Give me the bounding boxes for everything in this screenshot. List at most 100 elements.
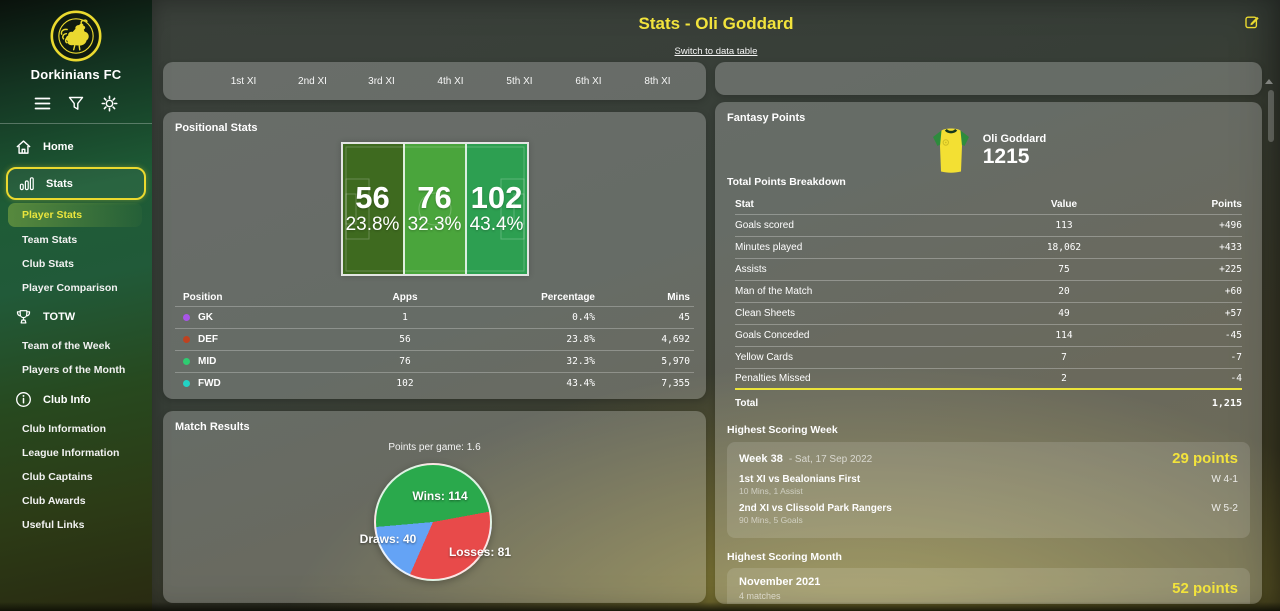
stat-points: -45 [1224, 330, 1242, 341]
apps-value: 102 [396, 378, 414, 389]
breakdown-header: Stat Value Points [735, 194, 1242, 214]
results-pie-chart [374, 463, 492, 581]
percentage-value: 0.4% [572, 312, 595, 323]
stat-points: +225 [1219, 264, 1242, 275]
apps-value: 1 [402, 312, 408, 323]
total-value: 1,215 [1211, 397, 1242, 409]
sidebar-item-club-stats[interactable]: Club Stats [22, 258, 74, 270]
team-tab-bar: 1st XI 2nd XI 3rd XI 4th XI 5th XI 6th X… [163, 62, 706, 100]
sidebar-item-label: Home [43, 141, 74, 153]
stat-value: 18,062 [1046, 242, 1082, 253]
table-row-fwd: FWD 102 43.4% 7,355 [175, 372, 694, 394]
player-summary: Oli Goddard 1215 [715, 128, 1262, 174]
info-icon [16, 392, 31, 407]
stat-points: +433 [1219, 242, 1242, 253]
stat-label: Minutes played [735, 242, 803, 253]
fwd-color-dot [183, 380, 190, 387]
sidebar-divider [0, 123, 152, 124]
third-apps-count: 76 [417, 179, 452, 215]
apps-value: 56 [399, 334, 411, 345]
sidebar-item-label: TOTW [43, 311, 76, 323]
edit-icon[interactable] [1245, 14, 1260, 29]
menu-icon[interactable] [34, 96, 51, 111]
stat-label: Man of the Match [735, 286, 813, 297]
third-apps-count: 56 [355, 179, 390, 215]
sidebar-item-players-of-the-month[interactable]: Players of the Month [22, 364, 126, 376]
trophy-icon [16, 310, 31, 324]
tab-4th-xi[interactable]: 4th XI [437, 75, 464, 87]
sidebar-item-league-information[interactable]: League Information [22, 447, 120, 459]
tab-5th-xi[interactable]: 5th XI [506, 75, 533, 87]
col-apps: Apps [392, 291, 418, 303]
sidebar-item-team-stats[interactable]: Team Stats [22, 234, 78, 246]
gk-color-dot [183, 314, 190, 321]
stat-points: +57 [1224, 308, 1242, 319]
tab-2nd-xi[interactable]: 2nd XI [298, 75, 327, 87]
stat-value: 49 [1058, 308, 1070, 319]
pitch-middle-third: 76 32.3% [402, 144, 465, 274]
tab-8th-xi[interactable]: 8th XI [644, 75, 671, 87]
table-row-minutes-played: Minutes played 18,062 +433 [735, 236, 1242, 258]
percentage-value: 23.8% [566, 334, 595, 345]
table-row-assists: Assists 75 +225 [735, 258, 1242, 280]
col-value: Value [1050, 198, 1078, 210]
bar-chart-icon [19, 177, 34, 191]
mins-value: 5,970 [661, 356, 690, 367]
pie-label-wins: Wins: 114 [412, 489, 468, 503]
match-results-panel: Match Results Points per game: 1.6 Wins:… [163, 411, 706, 603]
breakdown-total-row: Total 1,215 [735, 392, 1242, 414]
sidebar-item-team-of-the-week[interactable]: Team of the Week [22, 340, 111, 352]
sidebar-item-player-comparison[interactable]: Player Comparison [22, 282, 118, 294]
sidebar-item-useful-links[interactable]: Useful Links [22, 519, 85, 531]
sidebar-item-totw[interactable]: TOTW [0, 300, 152, 334]
points-per-game: Points per game: 1.6 [388, 442, 481, 453]
sidebar-item-club-captains[interactable]: Club Captains [22, 471, 93, 483]
table-row-clean-sheets: Clean Sheets 49 +57 [735, 302, 1242, 324]
sidebar-item-home[interactable]: Home [0, 130, 152, 164]
month-matches: 4 matches [739, 591, 781, 601]
panel-title: Match Results [175, 421, 250, 433]
scrollbar-thumb[interactable] [1268, 90, 1274, 142]
fixture-result: W 5-2 [1211, 503, 1238, 514]
month-points: 52 points [1172, 580, 1238, 597]
table-row-goals-scored: Goals scored 113 +496 [735, 214, 1242, 236]
position-table-header: Position Apps Percentage Mins [175, 288, 694, 306]
panel-title: Positional Stats [175, 122, 258, 134]
total-label: Total [735, 397, 759, 409]
position-label: DEF [198, 334, 218, 345]
table-row-penalties-missed: Penalties Missed 2 -4 [735, 368, 1242, 390]
player-name: Oli Goddard [982, 133, 1047, 146]
tab-1st-xi[interactable]: 1st XI [230, 75, 257, 87]
fixture-name: 2nd XI vs Clissold Park Rangers [739, 503, 892, 514]
fixture-name: 1st XI vs Bealonians First [739, 474, 861, 485]
stat-label: Goals scored [735, 220, 794, 231]
stat-value: 2 [1061, 373, 1067, 384]
col-position: Position [183, 291, 223, 303]
filter-icon[interactable] [68, 96, 84, 111]
stat-label: Penalties Missed [735, 373, 811, 384]
highest-scoring-week-card: Week 38 - Sat, 17 Sep 2022 29 points 1st… [727, 442, 1250, 538]
sidebar-item-club-information[interactable]: Club Information [22, 423, 106, 435]
scrollbar-up-arrow[interactable] [1265, 79, 1273, 84]
switch-to-data-table-link[interactable]: Switch to data table [674, 46, 758, 57]
week-points: 29 points [1172, 450, 1238, 467]
stat-value: 114 [1055, 330, 1073, 341]
sidebar-item-stats[interactable]: Stats [6, 167, 146, 200]
third-apps-percent: 23.8% [345, 213, 400, 235]
settings-gear-icon[interactable] [101, 95, 118, 112]
tab-6th-xi[interactable]: 6th XI [575, 75, 602, 87]
sidebar-item-player-stats[interactable]: Player Stats [8, 203, 142, 227]
position-label: FWD [198, 378, 221, 389]
def-color-dot [183, 336, 190, 343]
stat-points: +496 [1219, 220, 1242, 231]
page-title: Stats - Oli Goddard [638, 14, 794, 33]
tab-3rd-xi[interactable]: 3rd XI [368, 75, 395, 87]
col-percentage: Percentage [541, 291, 595, 303]
sidebar-item-club-awards[interactable]: Club Awards [22, 495, 86, 507]
apps-value: 76 [399, 356, 411, 367]
mins-value: 45 [678, 312, 690, 323]
breakdown-title: Total Points Breakdown [727, 176, 846, 188]
pitch-defensive-third: 56 23.8% [342, 144, 403, 274]
position-label: GK [198, 312, 213, 323]
sidebar-item-club-info[interactable]: Club Info [0, 382, 152, 417]
